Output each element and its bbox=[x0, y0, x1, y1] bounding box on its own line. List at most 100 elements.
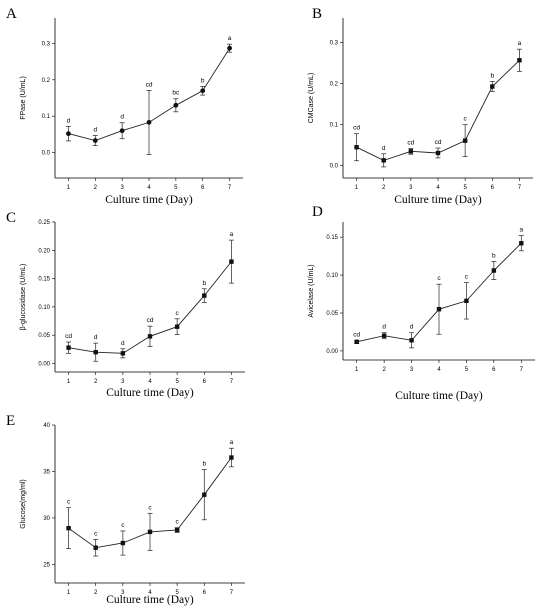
data-point bbox=[174, 324, 180, 329]
x-tick-label: 3 bbox=[410, 367, 414, 373]
x-tick-label: 2 bbox=[94, 185, 98, 191]
y-tick-label: 0.00 bbox=[326, 349, 338, 355]
significance-label: cd bbox=[353, 125, 360, 132]
data-point bbox=[147, 334, 153, 339]
significance-label: b bbox=[490, 73, 494, 80]
data-point bbox=[462, 138, 468, 143]
data-point bbox=[409, 338, 414, 343]
y-tick-label: 0.10 bbox=[38, 305, 50, 311]
x-tick-label: 2 bbox=[94, 590, 98, 596]
significance-label: d bbox=[94, 334, 98, 341]
x-tick-label: 7 bbox=[518, 185, 522, 191]
x-tick-label: 2 bbox=[382, 367, 386, 373]
data-point bbox=[491, 268, 497, 273]
significance-label: cd bbox=[147, 317, 154, 324]
y-tick-label: 0.3 bbox=[42, 41, 51, 47]
significance-label: d bbox=[410, 324, 414, 331]
significance-label: b bbox=[202, 280, 206, 287]
data-point bbox=[200, 88, 206, 94]
y-tick-label: 0.10 bbox=[326, 273, 338, 279]
y-tick-label: 0.1 bbox=[42, 114, 51, 120]
data-point bbox=[202, 492, 207, 497]
x-tick-label: 6 bbox=[203, 590, 207, 596]
data-point bbox=[229, 455, 234, 460]
significance-label: b bbox=[492, 252, 496, 259]
significance-label: b bbox=[201, 77, 205, 84]
x-tick-label: 7 bbox=[228, 185, 232, 191]
y-tick-label: 0.2 bbox=[42, 78, 51, 84]
significance-label: c bbox=[464, 116, 468, 123]
x-axis-label: Culture time (Day) bbox=[106, 387, 194, 399]
significance-label: d bbox=[121, 340, 125, 347]
x-tick-label: 4 bbox=[148, 379, 152, 385]
data-point bbox=[490, 84, 495, 89]
x-tick-label: 2 bbox=[94, 379, 98, 385]
significance-label: a bbox=[519, 227, 523, 234]
significance-label: a bbox=[230, 439, 234, 446]
significance-label: c bbox=[176, 519, 180, 526]
x-tick-label: 4 bbox=[437, 367, 441, 373]
significance-label: a bbox=[518, 40, 522, 47]
significance-label: a bbox=[230, 231, 234, 238]
significance-label: d bbox=[93, 126, 97, 133]
y-tick-label: 0.1 bbox=[330, 123, 339, 129]
data-point bbox=[66, 131, 71, 137]
data-point bbox=[519, 241, 524, 246]
x-tick-label: 5 bbox=[463, 185, 467, 191]
data-point bbox=[120, 351, 126, 356]
significance-label: c bbox=[148, 504, 152, 511]
y-tick-label: 0.15 bbox=[326, 235, 338, 241]
data-point bbox=[408, 149, 414, 154]
significance-label: c bbox=[121, 522, 125, 529]
panel-letter-b: B bbox=[312, 6, 322, 22]
y-axis-label: CMCase (U/mL) bbox=[308, 73, 315, 124]
y-tick-label: 0.15 bbox=[38, 277, 50, 283]
x-tick-label: 4 bbox=[436, 185, 440, 191]
significance-label: b bbox=[202, 461, 206, 468]
chart-panel-e: E 25 30 35 40 1 2 3 4 5 6 7 Culture time (Day) Glucos… bbox=[6, 413, 245, 606]
data-point bbox=[436, 306, 442, 312]
x-tick-label: 5 bbox=[175, 590, 179, 596]
x-axis-label: Culture time (Day) bbox=[106, 594, 194, 606]
x-tick-label: 7 bbox=[230, 590, 234, 596]
x-tick-label: 5 bbox=[465, 367, 469, 373]
significance-label: d bbox=[382, 145, 386, 152]
panel-letter-a: A bbox=[6, 6, 17, 22]
significance-label: cd bbox=[146, 81, 153, 88]
chart-panel-a: A 0.0 0.1 0.2 0.3 1 2 3 4 5 6 7 Culture time (Day) FP… bbox=[6, 6, 243, 206]
x-tick-label: 2 bbox=[382, 185, 386, 191]
x-axis-label: Culture time (Day) bbox=[105, 194, 193, 206]
y-tick-label: 35 bbox=[43, 469, 50, 475]
x-tick-label: 3 bbox=[120, 185, 124, 191]
significance-label: c bbox=[67, 499, 71, 506]
data-point bbox=[435, 150, 441, 156]
data-point bbox=[354, 339, 359, 345]
significance-label: d bbox=[120, 114, 124, 121]
x-tick-label: 1 bbox=[67, 379, 71, 385]
y-tick-label: 0.25 bbox=[38, 220, 50, 226]
x-tick-label: 5 bbox=[175, 379, 179, 385]
significance-label: a bbox=[228, 35, 232, 42]
x-axis-label: Culture time (Day) bbox=[394, 194, 482, 206]
significance-label: cd bbox=[353, 331, 360, 338]
panel-letter-e: E bbox=[6, 413, 15, 429]
data-point bbox=[93, 349, 98, 355]
data-point bbox=[354, 145, 359, 150]
panel-letter-d: D bbox=[312, 204, 323, 220]
y-tick-label: 0.3 bbox=[330, 41, 339, 47]
data-point bbox=[147, 529, 153, 535]
data-point bbox=[229, 259, 234, 264]
x-tick-label: 4 bbox=[147, 185, 151, 191]
x-tick-label: 5 bbox=[174, 185, 178, 191]
y-tick-label: 0.0 bbox=[330, 164, 339, 170]
y-axis-label: β-glucosidase (U/mL) bbox=[20, 264, 27, 331]
data-point bbox=[227, 45, 232, 51]
data-point bbox=[66, 345, 71, 350]
significance-label: d bbox=[382, 324, 386, 331]
x-tick-label: 3 bbox=[121, 379, 125, 385]
y-axis-label: Avicelase (U/mL) bbox=[308, 264, 315, 317]
significance-label: c bbox=[94, 530, 98, 537]
y-tick-label: 0.0 bbox=[42, 151, 51, 157]
significance-label: d bbox=[67, 117, 71, 124]
y-tick-label: 30 bbox=[43, 516, 50, 522]
